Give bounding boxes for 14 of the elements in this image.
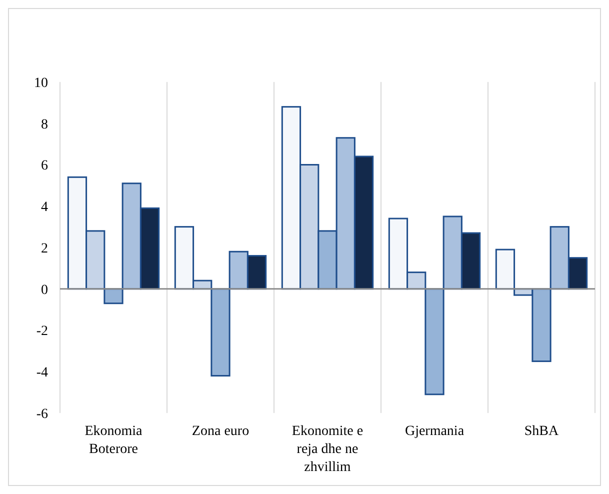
y-tick-label: 4 bbox=[41, 200, 48, 216]
y-tick-label: 2 bbox=[41, 241, 48, 256]
x-tick-label: Gjermania bbox=[404, 424, 465, 439]
y-tick-label: -6 bbox=[36, 406, 48, 422]
x-tick-label: Ekonomia Boterore bbox=[84, 424, 144, 457]
y-tick-label: 8 bbox=[41, 117, 48, 132]
y-tick-label: 10 bbox=[34, 76, 48, 91]
x-tick-label: Zona euro bbox=[192, 424, 250, 439]
y-tick-label: 6 bbox=[41, 158, 48, 174]
y-tick-label: -2 bbox=[36, 324, 48, 340]
y-tick-label: 0 bbox=[41, 282, 48, 298]
x-tick-label: Ekonomite e reja dhe ne zhvillim bbox=[292, 424, 364, 475]
x-tick-label: ShBA bbox=[524, 424, 560, 439]
y-tick-label: -4 bbox=[36, 366, 48, 381]
